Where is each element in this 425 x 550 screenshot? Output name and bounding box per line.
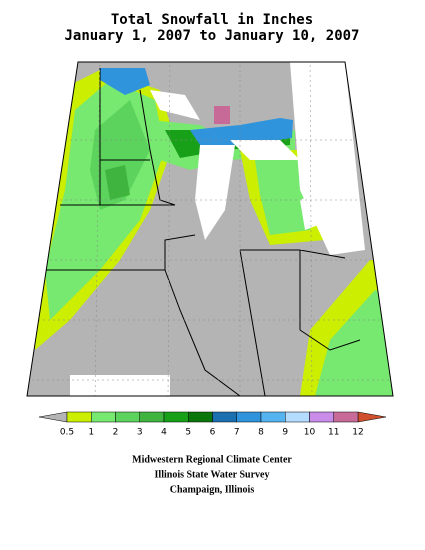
legend-swatch (188, 411, 213, 423)
legend-swatch (333, 411, 359, 423)
legend-swatch (115, 411, 140, 423)
credit-line: Midwestern Regional Climate Center (132, 454, 292, 465)
legend: 0.5 1 2 3 4 5 6 7 8 9 10 11 12 (38, 411, 387, 438)
legend-label: 4 (161, 428, 167, 438)
legend-swatch (163, 411, 189, 423)
credit-line: Champaign, Illinois (170, 484, 255, 495)
legend-label: 5 (185, 428, 191, 438)
credit-line: Illinois State Water Survey (155, 469, 270, 480)
legend-label: 9 (282, 428, 288, 438)
legend-label: 3 (137, 428, 143, 438)
legend-label: 1 (88, 428, 94, 438)
legend-swatch (212, 411, 237, 423)
title-line: Total Snowfall in Inches (111, 12, 313, 28)
legend-swatch (139, 411, 165, 423)
legend-label: 0.5 (60, 428, 74, 438)
legend-label: 10 (304, 428, 316, 438)
legend-swatch (285, 411, 310, 423)
map (26, 61, 394, 397)
legend-swatch (66, 411, 92, 423)
title-line: January 1, 2007 to January 10, 2007 (64, 28, 359, 44)
legend-label: 8 (258, 428, 264, 438)
legend-low-arrow (38, 411, 68, 423)
legend-swatch (309, 411, 334, 423)
legend-swatch (91, 411, 116, 423)
legend-label: 6 (210, 428, 216, 438)
legend-label: 7 (234, 428, 240, 438)
legend-label: 2 (113, 428, 119, 438)
legend-high-arrow (357, 411, 387, 423)
legend-label: 12 (352, 428, 363, 438)
legend-swatch (260, 411, 286, 423)
legend-swatch (236, 411, 262, 423)
legend-label: 11 (328, 428, 339, 438)
